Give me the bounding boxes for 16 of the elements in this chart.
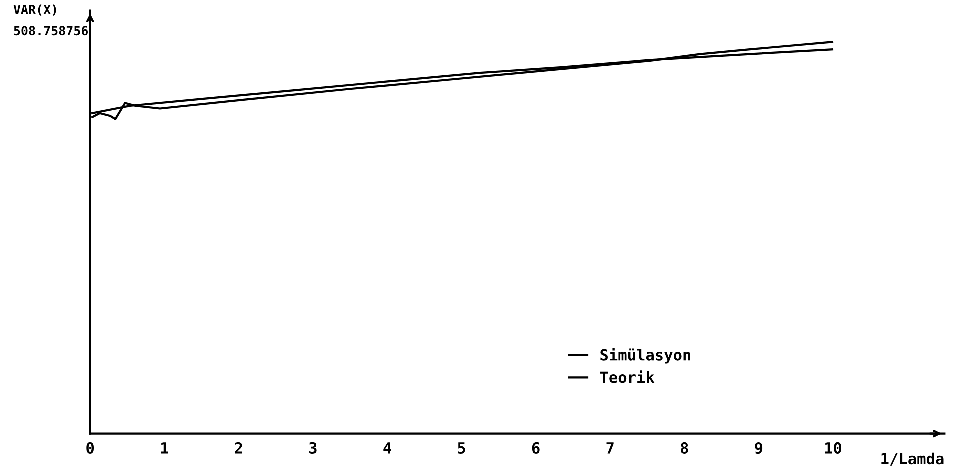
x-tick-label: 9	[755, 442, 763, 454]
legend-label: Teorik	[600, 370, 655, 384]
text: 508.758756	[14, 26, 88, 36]
x-tick-label: 1	[161, 442, 168, 454]
x-tick-label: 8	[681, 442, 688, 454]
x-tick-label: 3	[310, 442, 317, 454]
x-tick-label: 5	[458, 442, 466, 454]
y-axis-title: VAR(X)	[14, 4, 56, 16]
x-tick-label: 7	[606, 442, 614, 454]
x-tick-label: 6	[532, 442, 540, 454]
x-tick-label: 0	[86, 442, 94, 454]
x-tick-label: 10	[825, 442, 842, 454]
x-axis-title: 1/Lamda	[882, 452, 944, 466]
legend-label: Simülasyon	[600, 348, 690, 364]
x-tick-label: 2	[235, 442, 242, 454]
x-tick-label: 4	[384, 442, 392, 454]
